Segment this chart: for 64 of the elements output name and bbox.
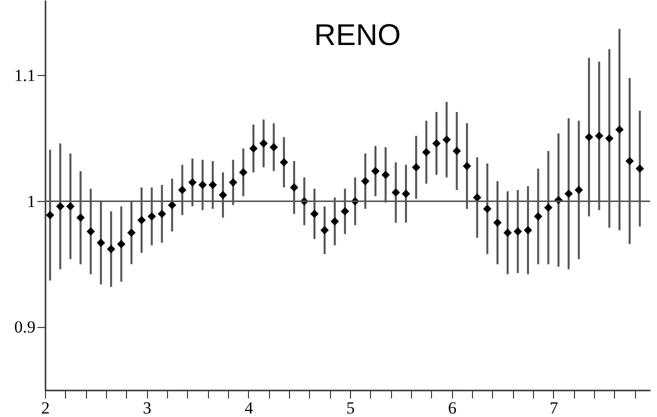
point — [280, 158, 288, 166]
point — [574, 186, 584, 194]
point — [310, 210, 319, 218]
point — [46, 210, 54, 220]
point — [636, 164, 644, 173]
x-tick-label: 3 — [142, 398, 152, 417]
point — [432, 139, 441, 148]
point — [483, 204, 492, 214]
point — [320, 226, 329, 234]
point — [524, 226, 532, 234]
point — [544, 203, 552, 212]
point — [56, 202, 64, 211]
point — [198, 180, 207, 190]
point — [534, 212, 542, 221]
point — [208, 180, 217, 190]
point — [452, 146, 461, 156]
point — [249, 144, 258, 153]
point — [625, 156, 634, 166]
point — [462, 162, 472, 170]
y-tick-label: 0.9 — [14, 318, 36, 337]
x-tick-label: 5 — [346, 398, 355, 417]
point — [259, 139, 268, 148]
point — [340, 207, 350, 216]
point — [239, 168, 248, 177]
point — [412, 163, 420, 172]
point — [117, 240, 126, 248]
point — [564, 190, 573, 198]
point — [66, 202, 75, 211]
point — [228, 178, 238, 187]
point — [514, 227, 522, 236]
point — [493, 218, 502, 227]
y-tick-label: 1.1 — [14, 66, 36, 85]
point — [402, 190, 410, 198]
point — [86, 227, 95, 236]
point — [330, 217, 339, 226]
x-tick-label: 7 — [550, 398, 559, 417]
point — [178, 186, 186, 194]
point — [188, 178, 197, 187]
point — [96, 238, 106, 247]
point — [371, 166, 380, 176]
x-tick-label: 2 — [41, 398, 50, 417]
point — [594, 132, 604, 140]
point — [290, 183, 298, 192]
point — [503, 228, 512, 237]
point — [422, 148, 430, 156]
x-tick-label: 4 — [244, 398, 254, 417]
point — [361, 176, 370, 186]
point — [127, 228, 136, 237]
point — [137, 216, 146, 224]
x-tick-label: 6 — [448, 398, 456, 417]
point — [584, 132, 594, 142]
point — [615, 125, 624, 134]
point — [442, 135, 451, 144]
point — [148, 212, 156, 221]
point — [381, 170, 390, 180]
point — [392, 188, 400, 197]
point — [605, 134, 614, 143]
point — [158, 210, 166, 218]
point — [270, 143, 278, 152]
point — [218, 190, 228, 200]
point — [76, 213, 85, 222]
point — [106, 244, 116, 254]
text: RENO — [314, 19, 401, 52]
y-tick-label: 1 — [27, 192, 36, 211]
